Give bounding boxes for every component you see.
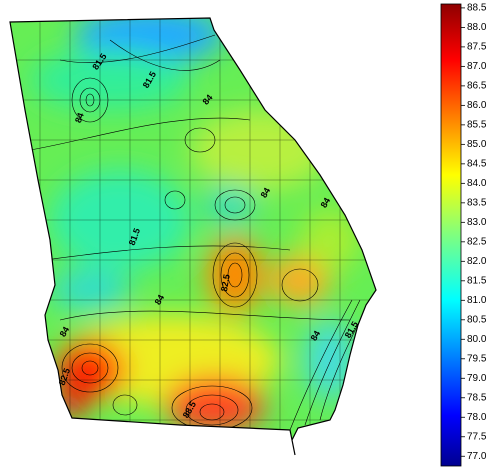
- colorbar-tick-label: 84.0: [467, 178, 487, 189]
- contour-label: 84: [319, 196, 333, 210]
- colorbar-tick-label: 87.0: [467, 61, 487, 72]
- contour-label: 84: [58, 325, 72, 339]
- colorbar-tick-label: 82.0: [467, 256, 487, 267]
- contour-label: 84: [309, 329, 323, 343]
- colorbar-tick-label: 81.5: [467, 275, 487, 286]
- colorbar-tick-label: 83.0: [467, 217, 487, 228]
- colorbar-tick-label: 78.5: [467, 392, 487, 403]
- colorbar-tick-label: 79.5: [467, 353, 487, 364]
- colorbar-tick-label: 83.5: [467, 197, 487, 208]
- colorbar-tick-label: 86.0: [467, 100, 487, 111]
- colorbar-tick-label: 80.5: [467, 314, 487, 325]
- contour-label: 84: [73, 111, 86, 124]
- colorbar-tick-label: 88.0: [467, 22, 487, 33]
- contour-label: 84: [153, 293, 167, 307]
- colorbar-tick-label: 82.5: [467, 236, 487, 247]
- colorbar-tick-label: 85.0: [467, 139, 487, 150]
- colorbar-tick-label: 79.0: [467, 373, 487, 384]
- colorbar: [440, 3, 462, 467]
- contour-label: 84: [259, 186, 273, 200]
- colorbar-tick-label: 81.0: [467, 295, 487, 306]
- colorbar-tick-label: 80.0: [467, 334, 487, 345]
- colorbar-tick-label: 78.0: [467, 412, 487, 423]
- contour-lines: [29, 34, 371, 431]
- colorbar-tick-label: 88.5: [467, 3, 487, 14]
- contour-label: 82.5: [219, 273, 232, 292]
- colorbar-tick-label: 77.0: [467, 451, 487, 462]
- colorbar-tick-label: 84.5: [467, 158, 487, 169]
- colorbar-tick-label: 87.5: [467, 42, 487, 53]
- colorbar-tick-label: 86.5: [467, 81, 487, 92]
- county-lines: [10, 18, 376, 455]
- colorbar-tick-label: 85.5: [467, 120, 487, 131]
- contour-label: 84: [200, 93, 214, 107]
- colorbar-tick-label: 77.5: [467, 431, 487, 442]
- colorbar-ticks: 77.0 77.5 78.0 78.5 79.0 79.5 80.0 80.5 81.0 81.5…: [461, 3, 487, 462]
